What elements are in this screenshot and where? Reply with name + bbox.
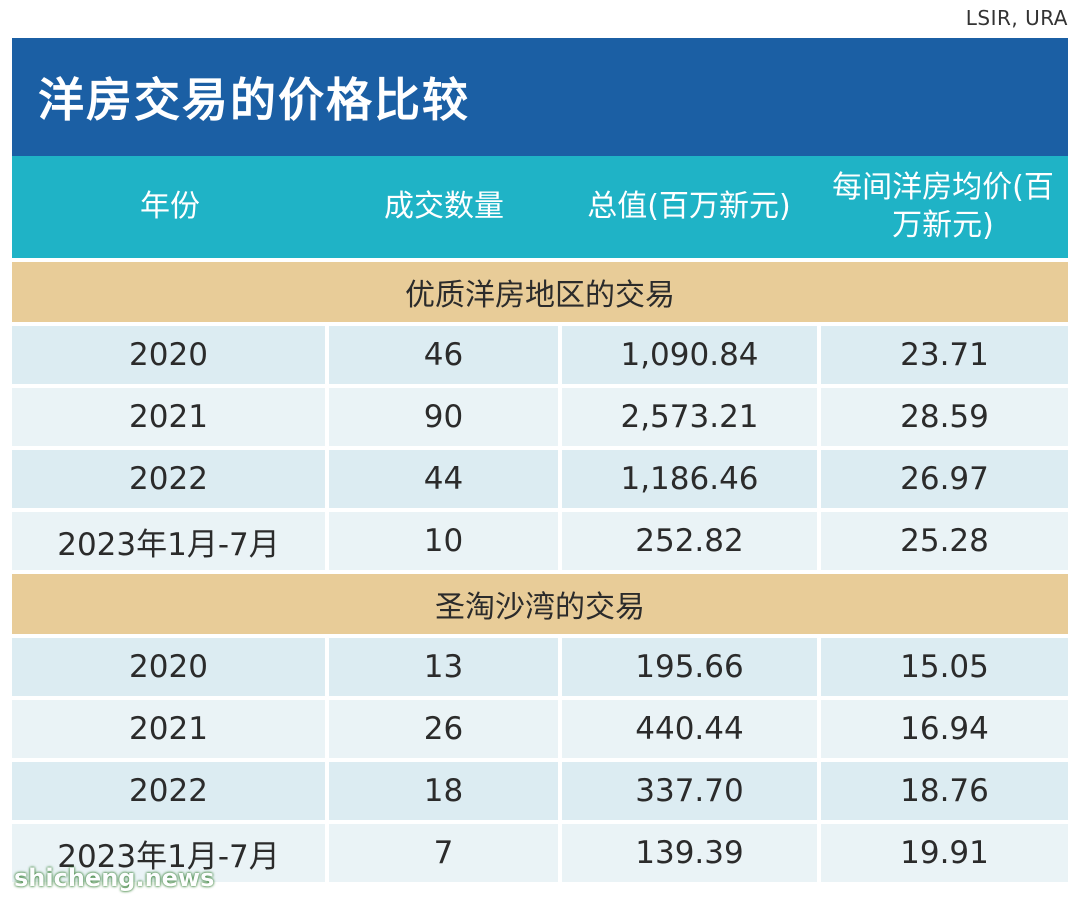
table-row: 2023年1月-7月 7 139.39 19.91 <box>12 824 1068 882</box>
cell-year: 2023年1月-7月 <box>12 512 325 570</box>
section-header: 圣淘沙湾的交易 <box>12 574 1068 634</box>
cell-year: 2021 <box>12 388 325 446</box>
table-row: 2022 18 337.70 18.76 <box>12 762 1068 820</box>
cell-total-value: 252.82 <box>562 512 817 570</box>
cell-total-value: 1,186.46 <box>562 450 817 508</box>
source-credit: LSIR, URA <box>965 6 1068 30</box>
header-total-value: 总值(百万新元) <box>587 189 791 224</box>
cell-transactions: 7 <box>329 824 558 882</box>
cell-average-price: 26.97 <box>821 450 1068 508</box>
cell-year: 2022 <box>12 450 325 508</box>
page-title: 洋房交易的价格比较 <box>38 73 470 127</box>
cell-transactions: 46 <box>329 326 558 384</box>
cell-year: 2020 <box>12 638 325 696</box>
cell-transactions: 10 <box>329 512 558 570</box>
header-transactions: 成交数量 <box>384 189 504 224</box>
cell-transactions: 26 <box>329 700 558 758</box>
cell-year: 2022 <box>12 762 325 820</box>
cell-total-value: 337.70 <box>562 762 817 820</box>
cell-year: 2021 <box>12 700 325 758</box>
table-header: 年份 成交数量 总值(百万新元) 每间洋房均价(百万新元) <box>12 156 1068 258</box>
cell-transactions: 18 <box>329 762 558 820</box>
header-year: 年份 <box>140 189 200 224</box>
table-row: 2023年1月-7月 10 252.82 25.28 <box>12 512 1068 570</box>
cell-total-value: 195.66 <box>562 638 817 696</box>
price-comparison-table: 年份 成交数量 总值(百万新元) 每间洋房均价(百万新元) 优质洋房地区的交易 … <box>12 156 1068 886</box>
cell-average-price: 18.76 <box>821 762 1068 820</box>
cell-transactions: 90 <box>329 388 558 446</box>
cell-average-price: 28.59 <box>821 388 1068 446</box>
table-row: 2021 26 440.44 16.94 <box>12 700 1068 758</box>
section-header: 优质洋房地区的交易 <box>12 262 1068 322</box>
cell-total-value: 440.44 <box>562 700 817 758</box>
table-row: 2022 44 1,186.46 26.97 <box>12 450 1068 508</box>
table-row: 2021 90 2,573.21 28.59 <box>12 388 1068 446</box>
cell-year: 2020 <box>12 326 325 384</box>
title-bar: 洋房交易的价格比较 <box>12 38 1068 156</box>
cell-average-price: 15.05 <box>821 638 1068 696</box>
cell-total-value: 139.39 <box>562 824 817 882</box>
cell-transactions: 44 <box>329 450 558 508</box>
cell-total-value: 1,090.84 <box>562 326 817 384</box>
cell-average-price: 16.94 <box>821 700 1068 758</box>
header-average-price: 每间洋房均价(百万新元) <box>832 170 1054 243</box>
cell-total-value: 2,573.21 <box>562 388 817 446</box>
table-row: 2020 46 1,090.84 23.71 <box>12 326 1068 384</box>
cell-year: 2023年1月-7月 <box>12 824 325 882</box>
cell-average-price: 19.91 <box>821 824 1068 882</box>
watermark: shicheng.news <box>14 864 215 892</box>
cell-transactions: 13 <box>329 638 558 696</box>
cell-average-price: 23.71 <box>821 326 1068 384</box>
cell-average-price: 25.28 <box>821 512 1068 570</box>
table-row: 2020 13 195.66 15.05 <box>12 638 1068 696</box>
